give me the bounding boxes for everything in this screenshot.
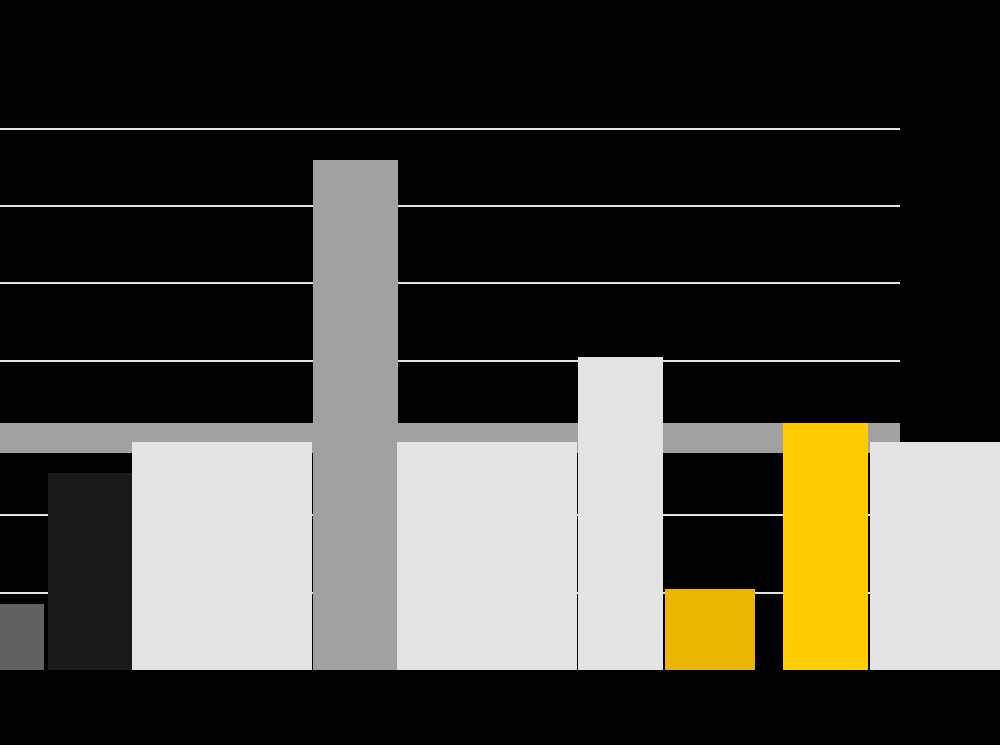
bar bbox=[783, 423, 868, 670]
bar-chart bbox=[0, 0, 1000, 745]
bar bbox=[132, 442, 312, 670]
bar bbox=[665, 589, 755, 670]
bar bbox=[870, 442, 1000, 670]
bar bbox=[313, 160, 398, 670]
bar bbox=[0, 604, 44, 670]
bar bbox=[578, 357, 663, 670]
gridline bbox=[0, 128, 900, 130]
gridline bbox=[0, 360, 900, 362]
bar bbox=[397, 442, 577, 670]
gridline bbox=[0, 282, 900, 284]
gridline bbox=[0, 205, 900, 207]
bar bbox=[48, 473, 133, 670]
